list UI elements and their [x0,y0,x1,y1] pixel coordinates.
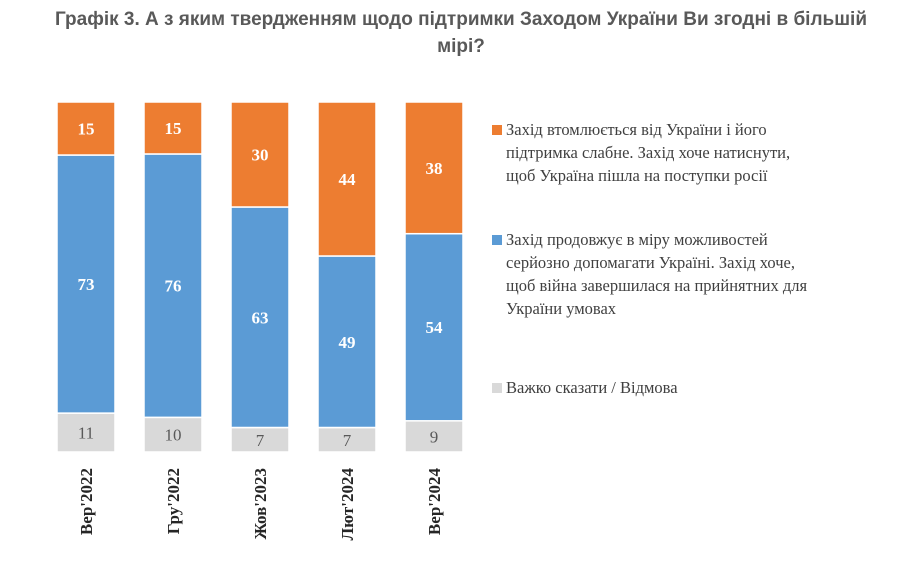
bar-segment-s0-c0 [56,412,116,453]
data-label-s1-c4: 54 [426,318,444,337]
legend-label-1-line-3: України умовах [506,299,617,318]
data-label-s2-c4: 38 [426,159,443,178]
legend-label-1-line-2: щоб війна завершилася на прийнятних для [506,276,808,295]
bars-layer [56,101,464,453]
x-tick-label-3: Лют'2024 [338,468,357,541]
legend-swatch-2 [492,383,502,393]
legend-label-0-line-2: щоб Україна пішла на поступки росії [506,166,768,185]
x-axis-tick-labels: Вер'2022 Гру'2022 Жов'2023 Лют'2024 Вер'2024 [77,468,444,541]
legend-label-1-line-1: серйозно допомагати Україні. Захід хоче, [506,253,795,272]
data-label-s2-c1: 15 [165,119,182,138]
x-tick-label-1: Гру'2022 [164,468,183,534]
data-label-s0-c0: 11 [78,424,94,443]
data-label-s0-c3: 7 [343,431,352,450]
legend-swatch-0 [492,125,502,135]
chart-title-line-1: Графік 3. А з яким твердженням щодо підт… [54,9,868,30]
bar-segment-s2-c1 [143,101,203,155]
chart-title: Графік 3. А з яким твердженням щодо підт… [0,6,922,60]
x-tick-label-4: Вер'2024 [425,468,444,536]
data-label-s1-c2: 63 [252,308,269,327]
bar-segment-s1-c4 [404,232,464,422]
bar-segment-s0-c2 [230,426,290,453]
legend-label-1: Захід продовжує в міру можливостей серйоз… [506,228,912,320]
legend-swatch-1 [492,235,502,245]
bar-segment-s0-c4 [404,420,464,453]
bar-segment-s2-c3 [317,101,377,257]
x-tick-label-0: Вер'2022 [77,468,96,535]
data-label-s0-c2: 7 [256,431,265,450]
data-label-s1-c1: 76 [165,277,182,296]
data-label-s1-c0: 73 [78,275,95,294]
data-label-s0-c4: 9 [430,427,439,446]
legend-label-0-line-1: підтримка слабне. Захід хоче натиснути, [506,143,791,162]
bar-segment-s1-c0 [56,154,116,414]
bar-segment-s2-c0 [56,101,116,156]
legend-label-2: Важко сказати / Відмова [506,376,912,399]
legend-label-2-line-0: Важко сказати / Відмова [506,378,678,397]
data-label-s0-c1: 10 [165,426,182,445]
chart-title-line-2: мірі? [437,36,485,57]
data-label-s2-c0: 15 [78,120,95,139]
bar-segment-s0-c3 [317,426,377,453]
legend-label-0: Захід втомлюється від України і його підт… [506,118,912,187]
bar-segment-s1-c2 [230,206,290,429]
legend-item-0: Захід втомлюється від України і його підт… [492,118,912,187]
data-labels-layer: 11 73 15 10 76 15 7 63 30 7 49 44 9 54 38 [78,119,444,450]
bar-segment-s2-c4 [404,101,464,235]
legend-label-0-line-0: Захід втомлюється від України і його [506,120,767,139]
legend-label-1-line-0: Захід продовжує в міру можливостей [506,230,768,249]
data-label-s2-c2: 30 [252,146,269,165]
bar-segment-s2-c2 [230,101,290,208]
data-label-s2-c3: 44 [339,170,357,189]
x-tick-label-2: Жов'2023 [251,468,270,540]
legend-item-2: Важко сказати / Відмова [492,376,912,399]
data-label-s1-c3: 49 [339,333,356,352]
legend-item-1: Захід продовжує в міру можливостей серйоз… [492,228,912,320]
